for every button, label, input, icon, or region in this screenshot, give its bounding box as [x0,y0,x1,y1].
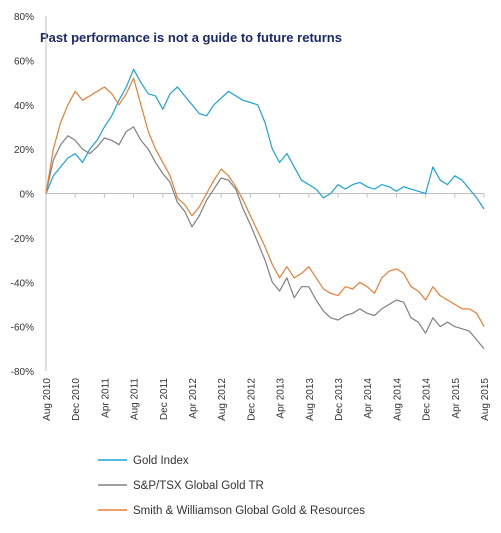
legend-label-1: Gold Index [133,455,189,467]
x-tick-label: Aug 2012 [217,378,228,421]
series-line-1 [45,68,485,210]
x-tick-label: Aug 2014 [392,378,403,421]
x-tick-label: Apr 2011 [100,378,111,418]
legend-label-2: S&P/TSX Global Gold TR [133,480,264,492]
x-tick-label: Dec 2013 [334,378,345,421]
y-tick-label: -20% [11,234,34,245]
x-tick-label: Apr 2015 [451,378,462,419]
y-tick-label: 40% [14,101,34,112]
y-tick-label: 20% [14,145,34,156]
series-line-2 [45,126,485,350]
x-tick-label: Dec 2014 [422,378,433,421]
x-tick-label: Dec 2010 [71,378,82,421]
x-tick-label: Aug 2015 [480,378,491,421]
x-tick-label: Dec 2011 [159,378,170,421]
y-tick-label: 60% [14,56,34,67]
x-tick-label: Apr 2014 [363,378,374,419]
chart-title: Past performance is not a guide to futur… [40,30,342,45]
x-tick-label: Dec 2012 [246,378,257,421]
x-tick-label: Aug 2010 [42,378,53,421]
y-tick-label: -60% [11,323,34,334]
series-lines [45,68,485,350]
legend: Gold Index S&P/TSX Global Gold TR Smith & … [98,455,365,517]
axes: 80% 60% 40% 20% 0% -20% -40% -60% -80% Aug 2010 De… [11,12,491,421]
legend-label-3: Smith & Williamson Global Gold & Resourc… [133,505,365,517]
y-tick-label: 0% [20,190,35,201]
x-tick-label: Apr 2013 [276,378,287,419]
y-tick-label: -40% [11,278,34,289]
y-tick-label: 80% [14,12,34,23]
y-tick-label: -80% [11,367,34,378]
x-tick-label: Aug 2011 [130,378,141,421]
series-line-3 [45,77,485,327]
x-tick-label: Apr 2012 [188,378,199,419]
x-tick-label: Aug 2013 [305,378,316,421]
